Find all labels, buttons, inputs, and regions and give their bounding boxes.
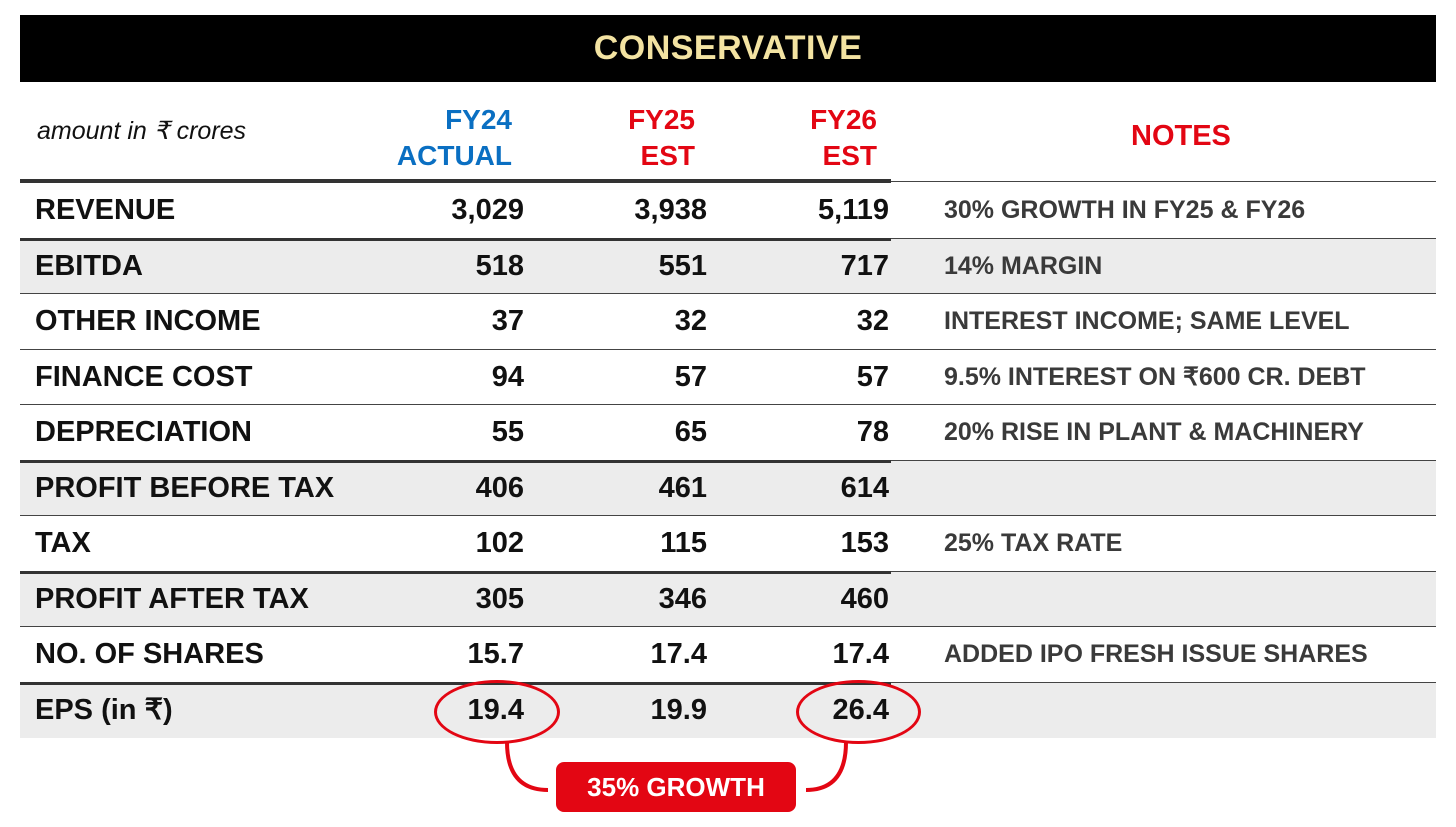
eps-fy24-highlight-circle: [434, 680, 560, 744]
table-row: DEPRECIATION 55 65 78 20% RISE IN PLANT & MA…: [20, 404, 1436, 460]
value-fy24: 518: [475, 249, 524, 282]
row-note: 14% MARGIN: [944, 251, 1103, 280]
value-fy26: 17.4: [832, 638, 889, 670]
table-row: NO. OF SHARES 15.7 17.4 17.4 ADDED IPO FRESH…: [20, 626, 1436, 682]
value-fy24: 406: [475, 471, 524, 504]
notes-row-divider: [891, 293, 1436, 294]
value-fy25: 57: [674, 360, 707, 393]
notes-row-divider: [891, 570, 1436, 572]
row-label: TAX: [35, 527, 91, 559]
table-row: OTHER INCOME 37 32 32 INTEREST INCOME; SAME …: [20, 293, 1436, 349]
row-label: OTHER INCOME: [35, 305, 261, 337]
row-divider: [20, 570, 891, 574]
notes-row-divider: [891, 348, 1436, 350]
column-header-fy25-type: EST: [640, 140, 695, 171]
right-connector-line: [805, 741, 848, 792]
row-divider: [20, 626, 891, 627]
row-divider: [20, 681, 891, 685]
column-header-fy25-year: FY25: [628, 104, 695, 135]
left-connector-line: [505, 741, 549, 792]
value-fy25: 32: [674, 305, 707, 337]
value-fy24: 102: [475, 527, 524, 559]
row-background: [20, 681, 1436, 738]
value-fy24: 37: [491, 305, 524, 337]
table-row: FINANCE COST 94 57 57 9.5% INTEREST ON ₹600 …: [20, 348, 1436, 405]
value-fy26: 460: [840, 582, 889, 615]
notes-header: NOTES: [1131, 120, 1231, 152]
table-row: TAX 102 115 153 25% TAX RATE: [20, 515, 1436, 571]
row-divider: [20, 348, 891, 350]
title-banner: CONSERVATIVE: [20, 15, 1436, 82]
row-label: NO. OF SHARES: [35, 638, 264, 670]
value-fy25: 19.9: [650, 693, 707, 726]
column-header-fy24-year: FY24: [445, 104, 512, 135]
notes-row-divider: [891, 515, 1436, 516]
row-label: PROFIT AFTER TAX: [35, 582, 309, 615]
row-divider: [20, 293, 891, 294]
row-note: 25% TAX RATE: [944, 529, 1123, 557]
value-fy25: 3,938: [634, 194, 707, 226]
row-note: INTEREST INCOME; SAME LEVEL: [944, 307, 1350, 335]
value-fy25: 461: [658, 471, 707, 504]
value-fy25: 551: [658, 249, 707, 282]
notes-header-divider: [891, 181, 1436, 182]
notes-row-divider: [891, 626, 1436, 627]
value-fy26: 78: [856, 416, 889, 448]
unit-label: amount in ₹ crores: [37, 117, 247, 145]
value-fy26: 32: [856, 305, 889, 337]
table-row: REVENUE 3,029 3,938 5,119 30% GROWTH IN FY25…: [20, 182, 1436, 238]
notes-row-divider: [891, 681, 1436, 683]
table-row: PROFIT BEFORE TAX 406 461 614: [20, 459, 1436, 516]
value-fy24: 94: [491, 360, 524, 393]
row-divider: [20, 404, 891, 405]
row-background: [20, 459, 1436, 516]
row-divider: [20, 237, 891, 241]
notes-row-divider: [891, 404, 1436, 405]
growth-callout-badge: 35% GROWTH: [556, 762, 796, 812]
row-label: PROFIT BEFORE TAX: [35, 471, 335, 504]
eps-fy26-highlight-circle: [796, 680, 921, 744]
row-label: REVENUE: [35, 194, 176, 226]
notes-row-divider: [891, 237, 1436, 239]
value-fy26: 153: [840, 527, 889, 559]
value-fy26: 57: [856, 360, 889, 393]
value-fy25: 17.4: [650, 638, 707, 670]
table-title: CONSERVATIVE: [593, 29, 863, 67]
row-label: DEPRECIATION: [35, 416, 252, 448]
value-fy24: 3,029: [451, 194, 524, 226]
row-background: [20, 237, 1436, 294]
column-header-fy26: FY26 EST: [742, 102, 877, 174]
value-fy25: 346: [658, 582, 707, 615]
notes-row-divider: [891, 459, 1436, 461]
row-label: EPS (in ₹): [35, 693, 173, 726]
column-header-fy26-type: EST: [822, 140, 877, 171]
row-note: ADDED IPO FRESH ISSUE SHARES: [944, 640, 1368, 668]
value-fy26: 717: [840, 249, 889, 282]
row-note: 20% RISE IN PLANT & MACHINERY: [944, 418, 1364, 446]
column-header-fy26-year: FY26: [810, 104, 877, 135]
row-label: FINANCE COST: [35, 360, 253, 393]
value-fy26: 5,119: [818, 194, 889, 226]
row-divider: [20, 459, 891, 463]
column-header-fy24-type: ACTUAL: [396, 140, 512, 171]
table-row: PROFIT AFTER TAX 305 346 460: [20, 570, 1436, 627]
value-fy26: 614: [840, 471, 889, 504]
column-header-fy24: FY24 ACTUAL: [360, 102, 512, 174]
row-note: 30% GROWTH IN FY25 & FY26: [944, 196, 1306, 224]
row-background: [20, 570, 1436, 627]
row-label: EBITDA: [35, 249, 143, 282]
header-divider: [20, 179, 891, 183]
value-fy24: 15.7: [467, 638, 524, 670]
value-fy24: 55: [491, 416, 524, 448]
row-divider: [20, 515, 891, 516]
value-fy24: 305: [475, 582, 524, 615]
value-fy25: 115: [660, 527, 707, 559]
value-fy25: 65: [674, 416, 707, 448]
row-note: 9.5% INTEREST ON ₹600 CR. DEBT: [944, 362, 1366, 391]
table-row: EBITDA 518 551 717 14% MARGIN: [20, 237, 1436, 294]
column-header-fy25: FY25 EST: [560, 102, 695, 174]
